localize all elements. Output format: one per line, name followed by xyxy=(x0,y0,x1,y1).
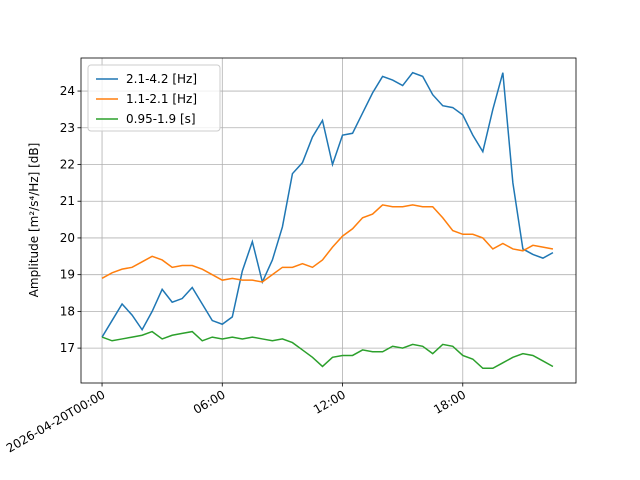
legend-label: 2.1-4.2 [Hz] xyxy=(126,72,197,86)
y-tick-label: 20 xyxy=(60,231,75,245)
y-tick-label: 18 xyxy=(60,304,75,318)
y-tick-label: 21 xyxy=(60,194,75,208)
y-tick-label: 22 xyxy=(60,157,75,171)
legend-label: 1.1-2.1 [Hz] xyxy=(126,92,197,106)
plot-frame xyxy=(80,57,577,384)
y-tick-label: 19 xyxy=(60,268,75,282)
data-line xyxy=(101,204,554,283)
legend-box xyxy=(87,64,221,132)
legend-label: 0.95-1.9 [s] xyxy=(126,112,196,126)
y-tick-label: 17 xyxy=(60,341,75,355)
data-line xyxy=(101,330,554,370)
data-line xyxy=(101,71,554,338)
y-tick-label: 23 xyxy=(60,121,75,135)
y-tick-label: 24 xyxy=(60,84,75,98)
y-axis-label: Amplitude [m²/s⁴/Hz] [dB] xyxy=(27,143,41,298)
